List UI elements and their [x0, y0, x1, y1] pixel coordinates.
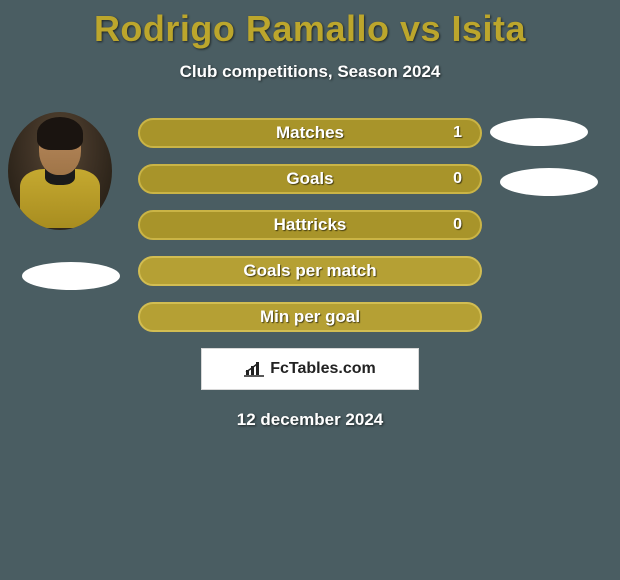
- stat-bar-value-right: 0: [453, 170, 462, 188]
- stat-bar-label: Min per goal: [260, 307, 360, 327]
- placeholder-oval-left: [22, 262, 120, 290]
- stat-bars: Matches 1 Goals 0 Hattricks 0 Goals per match M…: [138, 118, 482, 332]
- footer-date: 12 december 2024: [0, 410, 620, 430]
- stat-bar: Goals per match: [138, 256, 482, 286]
- stat-bar-label: Goals: [286, 169, 333, 189]
- placeholder-oval-right-2: [500, 168, 598, 196]
- comparison-infographic: Rodrigo Ramallo vs Isita Club competitio…: [0, 0, 620, 580]
- brand-box: FcTables.com: [201, 348, 419, 390]
- bar-chart-icon: [244, 361, 264, 377]
- stat-bar: Matches 1: [138, 118, 482, 148]
- stat-bar: Min per goal: [138, 302, 482, 332]
- stat-bar: Goals 0: [138, 164, 482, 194]
- stat-bar-value-right: 0: [453, 216, 462, 234]
- stat-bar-label: Goals per match: [243, 261, 376, 281]
- page-title: Rodrigo Ramallo vs Isita: [0, 0, 620, 50]
- placeholder-oval-right-1: [490, 118, 588, 146]
- stat-bar-label: Matches: [276, 123, 344, 143]
- stat-bar: Hattricks 0: [138, 210, 482, 240]
- avatar-hair: [37, 117, 83, 150]
- page-subtitle: Club competitions, Season 2024: [0, 62, 620, 82]
- stat-bar-label: Hattricks: [274, 215, 347, 235]
- stat-bar-value-right: 1: [453, 124, 462, 142]
- avatar-bg: [8, 112, 112, 230]
- player-avatar-left: [8, 112, 112, 230]
- brand-text: FcTables.com: [270, 360, 376, 378]
- content-area: Matches 1 Goals 0 Hattricks 0 Goals per match M…: [0, 118, 620, 430]
